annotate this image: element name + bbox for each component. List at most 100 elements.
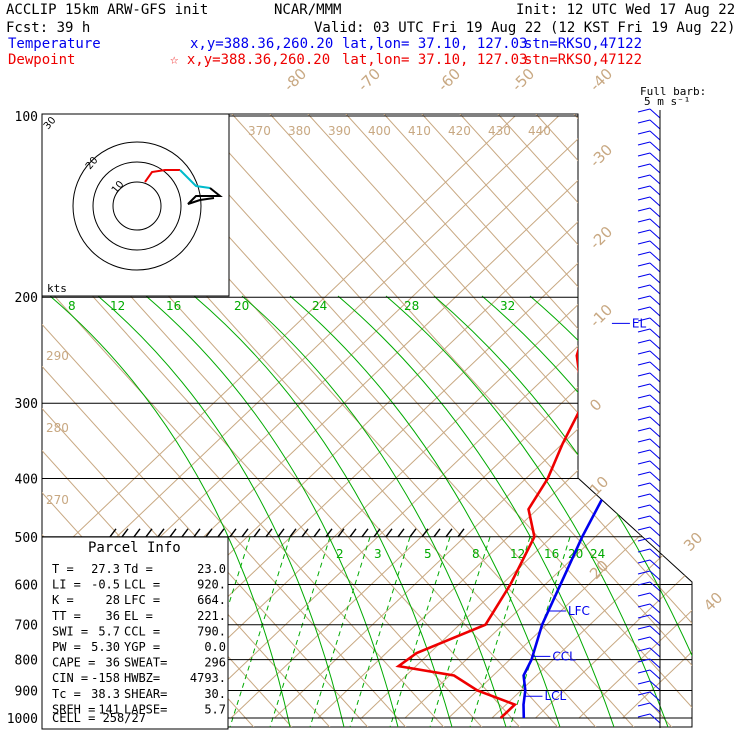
parcel-key: T = xyxy=(52,562,74,576)
wind-barb-flag xyxy=(637,196,651,201)
mixing-ratio-label: 16 xyxy=(544,547,559,561)
wind-barb xyxy=(649,152,661,163)
mixing-ratio-label: 32 xyxy=(500,299,515,313)
wind-barb-flag xyxy=(637,427,651,432)
wind-barb xyxy=(649,526,661,537)
parcel-key: PW = xyxy=(52,640,81,654)
pressure-label: 900 xyxy=(15,684,38,699)
wind-barb xyxy=(649,515,661,526)
wind-barb xyxy=(649,130,661,141)
isotherm-label: 10 xyxy=(586,473,612,499)
hodograph-ring xyxy=(92,161,182,251)
wind-barb xyxy=(649,625,661,636)
parcel-key: LCL = xyxy=(124,578,160,592)
dry-adiabat-line xyxy=(42,114,489,727)
wind-barb xyxy=(649,361,661,372)
wind-barb xyxy=(649,251,661,262)
wind-barb xyxy=(649,559,661,570)
moist-adiabat-line xyxy=(193,295,453,727)
moist-adiabat-line xyxy=(97,295,345,727)
parcel-value: 5.30 xyxy=(91,640,120,654)
wind-barb xyxy=(649,317,661,328)
mixing-ratio-line xyxy=(389,536,451,727)
pressure-label: 800 xyxy=(15,654,38,669)
mixing-ratio-label: 12 xyxy=(510,547,525,561)
wind-barb xyxy=(649,273,661,284)
wind-barb xyxy=(649,493,661,504)
wind-barb xyxy=(649,438,661,449)
dew-latlon: lat,lon= 37.10, 127.03 xyxy=(342,52,527,68)
isotherm-line xyxy=(448,115,692,719)
dry-adiabat-line xyxy=(421,114,692,727)
wind-barb-flag xyxy=(637,295,651,300)
wind-barb-flag xyxy=(637,438,651,443)
dry-adiabat-line xyxy=(231,114,692,727)
mixing-ratio-label: 28 xyxy=(404,299,419,313)
pressure-label: 700 xyxy=(15,619,38,634)
parcel-key: HWBZ= xyxy=(124,671,160,685)
dew-xy: ☆ x,y=388.36,260.20 xyxy=(170,52,330,68)
theta-label: 290 xyxy=(46,349,69,363)
parcel-key: Td = xyxy=(124,562,153,576)
mixing-ratio-line xyxy=(349,536,411,727)
parcel-info-title: Parcel Info xyxy=(88,540,181,556)
wind-barb-flag xyxy=(637,702,651,707)
parcel-value: 221. xyxy=(197,609,226,623)
parcel-value: 23.0 xyxy=(197,562,226,576)
wind-barb-flag xyxy=(637,713,651,718)
parcel-info-box xyxy=(41,536,229,730)
wind-barb-flag xyxy=(637,680,651,685)
wind-barb-flag xyxy=(637,592,651,597)
wind-barb-flag xyxy=(637,526,651,531)
hodograph-trace-low xyxy=(144,169,180,183)
hash-mark xyxy=(241,528,249,538)
wind-barb-flag xyxy=(637,229,651,234)
theta-label: 370 xyxy=(248,124,271,138)
isotherm-label: -50 xyxy=(508,65,538,95)
mixing-ratio-line xyxy=(429,536,491,727)
hash-mark xyxy=(445,528,453,538)
dry-adiabat-line xyxy=(42,114,337,727)
temp-xy: x,y=388.36,260.20 xyxy=(190,36,333,52)
wind-barb-flag xyxy=(637,273,651,278)
temp-latlon: lat,lon= 37.10, 127.03 xyxy=(342,36,527,52)
isotherm-line xyxy=(491,115,692,719)
pressure-label: 600 xyxy=(15,578,38,593)
header-org: NCAR/MMM xyxy=(274,2,341,18)
wind-barb-flag xyxy=(637,394,651,399)
legend-dewpoint: Dewpoint xyxy=(8,52,75,68)
wind-barb xyxy=(649,570,661,581)
wind-barb xyxy=(649,350,661,361)
wind-barb xyxy=(649,372,661,383)
parcel-key: SHEAR= xyxy=(124,687,167,701)
hash-mark xyxy=(313,528,321,538)
theta-label: 270 xyxy=(46,493,69,507)
wind-barb-flag xyxy=(637,207,651,212)
wind-barb xyxy=(649,548,661,559)
parcel-key: CCL = xyxy=(124,624,160,638)
wind-barb-flag xyxy=(637,691,651,696)
parcel-value: 38.3 xyxy=(91,687,120,701)
wind-barb xyxy=(649,658,661,669)
wind-barb-flag xyxy=(637,636,651,641)
mixing-ratio-label: 16 xyxy=(166,299,181,313)
mixing-ratio-line xyxy=(229,536,291,727)
wind-barb-flag xyxy=(637,405,651,410)
wind-barb xyxy=(649,592,661,603)
parcel-value: 27.3 xyxy=(91,562,120,576)
hash-mark xyxy=(229,528,237,538)
pressure-label: 400 xyxy=(15,472,38,487)
hodograph-ring xyxy=(112,181,162,231)
isotherm-label: -60 xyxy=(434,65,464,95)
wind-barb xyxy=(649,691,661,702)
hash-mark xyxy=(181,528,189,538)
hash-mark xyxy=(397,528,405,538)
wind-barb-flag xyxy=(637,185,651,190)
wind-barb-flag xyxy=(637,603,651,608)
parcel-value: 296 xyxy=(204,656,226,670)
wind-barb-flag xyxy=(637,383,651,388)
wind-barb xyxy=(649,416,661,427)
hash-mark xyxy=(265,528,273,538)
wind-barb xyxy=(649,702,661,713)
